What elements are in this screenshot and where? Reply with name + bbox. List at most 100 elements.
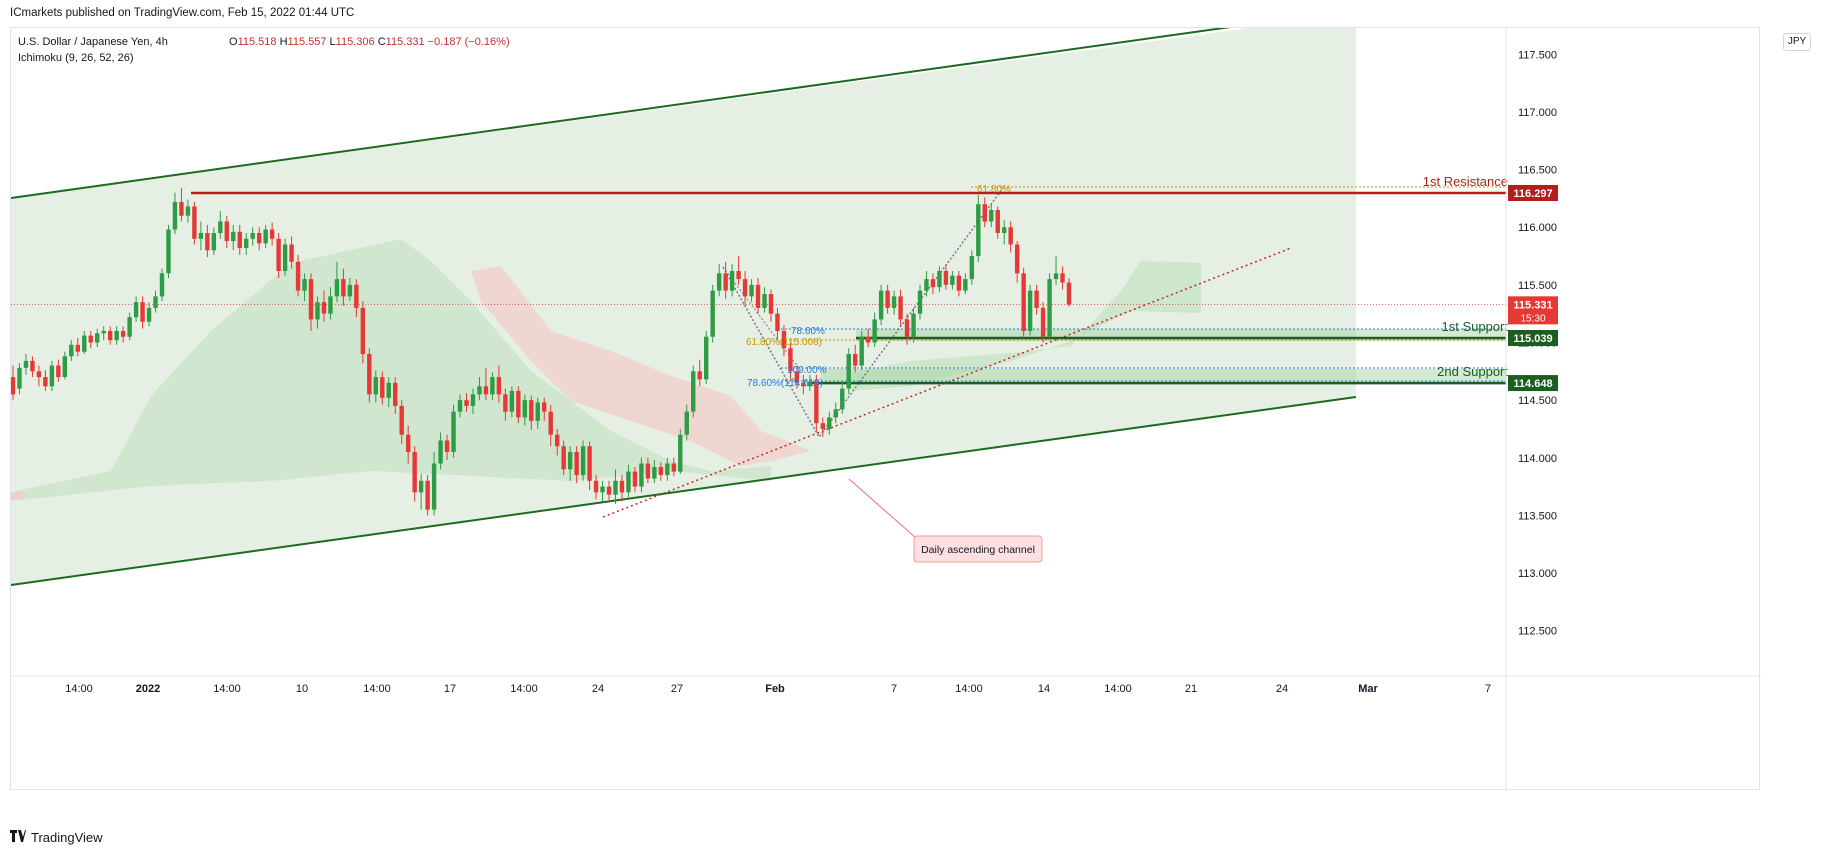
candle-body — [982, 204, 987, 222]
candle-body — [1027, 290, 1033, 331]
y-tick-label: 114.500 — [1518, 395, 1557, 407]
candles-group — [10, 188, 1072, 516]
candle-body — [205, 232, 210, 251]
candle-body — [600, 486, 605, 493]
candle-body — [88, 335, 93, 343]
fib-swing-path-2 — [722, 266, 802, 382]
candle-body — [185, 206, 191, 216]
x-tick-label: 14:00 — [1104, 683, 1132, 695]
candle-body — [736, 271, 741, 280]
symbol-title[interactable]: U.S. Dollar / Japanese Yen, 4h — [18, 36, 168, 48]
candle-body — [405, 434, 411, 452]
candle-body — [574, 451, 579, 476]
candle-body — [859, 336, 864, 366]
candle-body — [17, 367, 22, 389]
candle-body — [328, 296, 333, 314]
support-2-zone — [821, 369, 1506, 384]
candle-body — [477, 386, 482, 395]
candle-body — [1008, 227, 1013, 245]
candle-body — [917, 290, 923, 314]
candle-body — [282, 244, 288, 272]
candle-body — [457, 400, 463, 412]
candle-body — [593, 480, 599, 493]
candle-body — [716, 273, 722, 291]
footer-brand[interactable]: TradingView — [31, 829, 103, 845]
candle-body — [937, 271, 942, 288]
candle-body — [56, 365, 61, 378]
candle-body — [548, 411, 553, 435]
fib-top-label: 61.80% — [977, 184, 1011, 195]
candle-body — [762, 294, 767, 308]
resistance-label: 1st Resistance — [1423, 174, 1508, 189]
candle-body — [179, 201, 184, 216]
candle-body — [891, 296, 897, 308]
x-tick-label: 17 — [444, 683, 456, 695]
currency-badge[interactable]: JPY — [1783, 33, 1811, 51]
candle-body — [587, 446, 592, 481]
candle-body — [43, 377, 48, 387]
indicator-title[interactable]: Ichimoku (9, 26, 52, 26) — [18, 52, 134, 64]
candle-body — [62, 356, 68, 378]
candle-body — [794, 371, 800, 383]
candle-body — [976, 204, 981, 257]
candle-body — [658, 466, 664, 476]
candle-body — [704, 336, 709, 380]
open-label: O — [229, 36, 238, 48]
candle-body — [853, 354, 858, 366]
candle-body — [82, 335, 87, 352]
candle-body — [522, 400, 528, 418]
candle-body — [723, 273, 728, 291]
candle-body — [244, 238, 249, 248]
support-2-label: 2nd Support — [1437, 364, 1508, 379]
support-2-price-badge: 114.648 — [1513, 378, 1552, 390]
candle-body — [729, 271, 735, 291]
ichimoku-cloud-green — [11, 239, 771, 501]
resistance-price-badge: 116.297 — [1513, 188, 1552, 200]
x-tick-label: 14:00 — [213, 683, 241, 695]
candle-body — [289, 244, 294, 262]
candle-body — [995, 209, 1000, 233]
candle-body — [775, 313, 780, 331]
candle-body — [1040, 307, 1046, 337]
low-value: 115.306 — [335, 36, 375, 48]
candle-body — [827, 417, 832, 429]
candle-body — [697, 371, 702, 380]
candle-body — [302, 279, 307, 291]
support-1-label: 1st Support — [1442, 319, 1509, 334]
tv-logo-icon[interactable] — [10, 829, 26, 845]
candle-body — [755, 284, 761, 308]
publisher-line: ICmarkets published on TradingView.com, … — [10, 7, 355, 19]
candle-body — [580, 446, 586, 476]
candle-body — [470, 394, 476, 406]
high-label: H — [279, 36, 288, 48]
candle-body — [101, 330, 106, 334]
candle-body — [684, 411, 689, 435]
candle-body — [276, 238, 281, 272]
candle-body — [107, 330, 113, 341]
candle-body — [865, 336, 871, 343]
y-tick-label: 113.000 — [1518, 568, 1557, 580]
y-tick-label: 114.000 — [1518, 453, 1557, 465]
candle-body — [127, 317, 132, 337]
channel-lower-line — [10, 396, 1357, 586]
fib-618-label: 61.80%(115.008) — [746, 337, 822, 348]
candle-body — [1066, 282, 1072, 305]
candle-body — [956, 275, 962, 291]
x-tick-label: 24 — [1276, 683, 1288, 695]
candle-body — [924, 279, 929, 291]
candle-body — [833, 409, 838, 418]
close-value: 115.331 — [385, 36, 425, 48]
x-tick-label: 21 — [1185, 683, 1197, 695]
chart-area[interactable]: 1st Resistance 1st Support 2nd Support 61.8… — [10, 22, 1761, 791]
candle-body — [114, 330, 119, 341]
price-chart[interactable]: 1st Resistance 1st Support 2nd Support 61.8… — [10, 22, 1761, 791]
candle-body — [781, 330, 787, 349]
change-value: −0.187 (−0.16%) — [427, 36, 510, 48]
candle-body — [742, 279, 748, 297]
last-price-badge-bg — [1508, 296, 1558, 325]
candle-body — [308, 279, 314, 320]
candle-body — [496, 377, 502, 395]
candle-body — [334, 279, 340, 297]
candle-body — [483, 386, 489, 395]
candle-body — [1002, 227, 1007, 233]
